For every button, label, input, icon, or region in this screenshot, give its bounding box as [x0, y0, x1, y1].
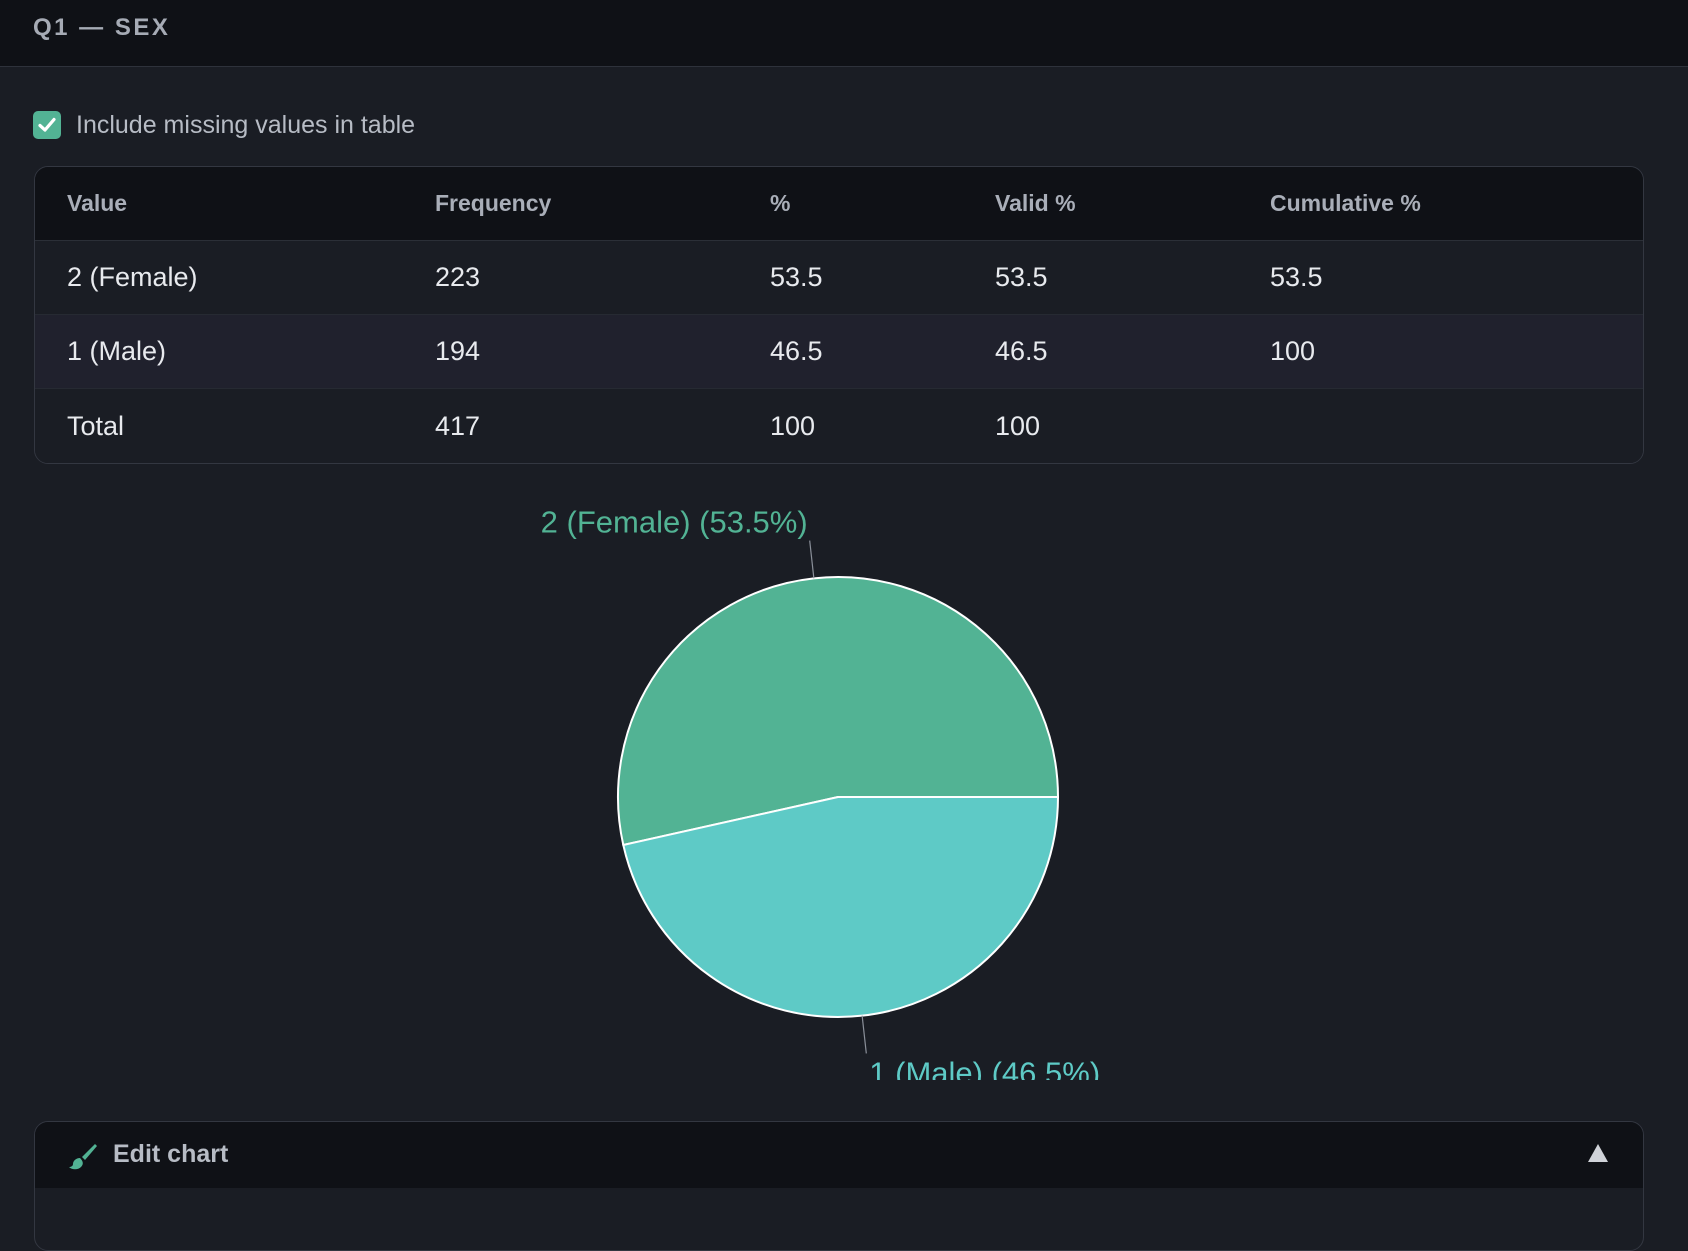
table-cell: 53.5	[995, 262, 1048, 292]
table-cell: 53.5	[770, 262, 823, 292]
section-header: Q1 — SEX	[0, 0, 1688, 67]
table-row: 2 (Female) 223 53.5 53.5 53.5	[35, 241, 1643, 315]
checkmark-icon	[38, 117, 56, 132]
table-cell: 417	[435, 410, 481, 441]
pie-label-male: 1 (Male) (46.5%)	[869, 1055, 1100, 1080]
column-header-frequency[interactable]: Frequency	[435, 190, 552, 216]
triangle-up-icon[interactable]	[1585, 1140, 1611, 1166]
column-header-percent[interactable]: %	[770, 190, 791, 216]
pie-chart-svg: 2 (Female) (53.5%) 1 (Male) (46.5%)	[541, 505, 1101, 1080]
edit-chart-panel: Edit chart	[34, 1121, 1644, 1251]
table-cell: 53.5	[1270, 262, 1323, 292]
pie-label-leader-line	[809, 540, 815, 579]
table-cell: 223	[435, 262, 481, 292]
column-header-value[interactable]: Value	[67, 190, 128, 216]
table-cell: 1 (Male)	[67, 336, 167, 366]
include-missing-option[interactable]: Include missing values in table	[33, 110, 415, 140]
pie-slice-male[interactable]	[622, 796, 1060, 1018]
table-cell: 194	[435, 336, 481, 366]
pie-slice-female[interactable]	[617, 576, 1060, 847]
section-title: Q1 — SEX	[33, 14, 171, 41]
table-cell: 46.5	[770, 336, 823, 366]
table-row: 1 (Male) 194 46.5 46.5 100	[35, 315, 1643, 389]
pie-label-female: 2 (Female) (53.5%)	[541, 505, 808, 540]
brush-icon	[69, 1144, 97, 1170]
edit-chart-header[interactable]: Edit chart	[35, 1122, 1643, 1188]
table-cell: 100	[995, 410, 1041, 441]
table-cell: Total	[67, 410, 125, 441]
pie-label-leader-line	[861, 1015, 867, 1054]
table-header-row: Value Frequency % Valid % Cumulative %	[35, 167, 1643, 241]
frequency-table: Value Frequency % Valid % Cumulative % 2…	[34, 166, 1644, 464]
table-total-row: Total 417 100 100	[35, 389, 1643, 463]
include-missing-checkbox[interactable]	[33, 111, 61, 139]
table-cell: 100	[1270, 336, 1316, 366]
column-header-cumulative-percent[interactable]: Cumulative %	[1270, 190, 1421, 216]
table-cell: 100	[770, 410, 816, 441]
pie-chart: 2 (Female) (53.5%) 1 (Male) (46.5%)	[0, 480, 1688, 1080]
table-cell: 46.5	[995, 336, 1048, 366]
edit-chart-label[interactable]: Edit chart	[113, 1140, 229, 1168]
include-missing-label[interactable]: Include missing values in table	[76, 110, 416, 139]
table-cell: 2 (Female)	[67, 262, 198, 292]
column-header-valid-percent[interactable]: Valid %	[995, 190, 1076, 216]
